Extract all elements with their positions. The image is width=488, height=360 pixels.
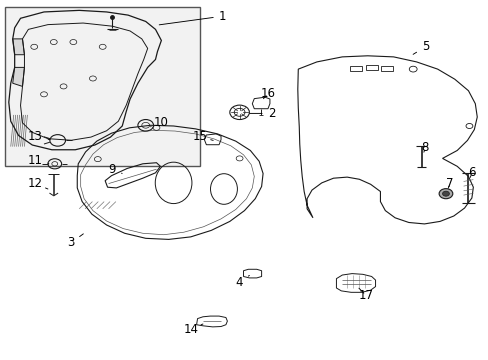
Text: 13: 13 — [28, 130, 50, 143]
Text: 5: 5 — [412, 40, 428, 54]
Text: 10: 10 — [150, 116, 168, 129]
Bar — [349, 66, 361, 71]
Circle shape — [438, 189, 452, 199]
Text: 2: 2 — [249, 107, 275, 120]
Text: 3: 3 — [67, 234, 83, 249]
Text: 8: 8 — [421, 141, 428, 154]
Text: 11: 11 — [28, 154, 49, 167]
Text: 9: 9 — [108, 163, 122, 176]
Text: 17: 17 — [358, 288, 372, 302]
Text: 14: 14 — [183, 323, 203, 336]
Bar — [381, 66, 393, 71]
Text: 7: 7 — [445, 177, 453, 190]
Text: 15: 15 — [193, 130, 213, 143]
Text: 1: 1 — [159, 10, 226, 25]
Text: 6: 6 — [467, 166, 475, 179]
Text: 16: 16 — [260, 87, 275, 100]
Text: 12: 12 — [28, 177, 48, 190]
Circle shape — [442, 191, 448, 196]
Polygon shape — [13, 39, 24, 55]
Bar — [365, 65, 377, 70]
Polygon shape — [13, 67, 24, 86]
Bar — [5, 7, 200, 166]
Text: 4: 4 — [235, 275, 249, 289]
